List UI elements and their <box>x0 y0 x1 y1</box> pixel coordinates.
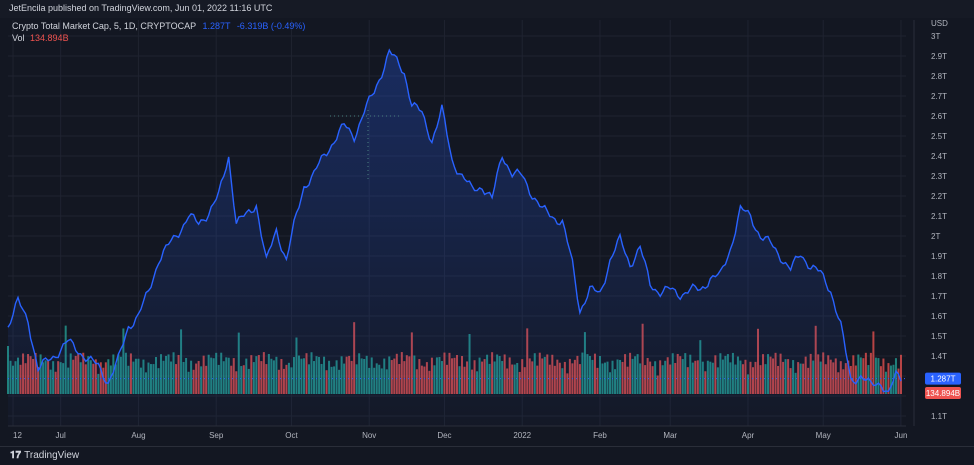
y-tick-label: 1.5T <box>931 332 947 341</box>
x-tick-label: Feb <box>593 431 607 440</box>
y-axis-currency: USD <box>931 19 948 28</box>
y-tick-label: 2.9T <box>931 52 947 61</box>
x-tick-label: Mar <box>663 431 677 440</box>
published-info: JetEncila published on TradingView.com, … <box>9 3 273 13</box>
top-bar: JetEncila published on TradingView.com, … <box>0 0 974 18</box>
volume-bar <box>107 359 110 394</box>
legend-price: 1.287T <box>202 21 231 31</box>
y-tick-label: 1.9T <box>931 252 947 261</box>
volume-value: 134.894B <box>30 33 69 43</box>
x-axis: 12 Jul Aug Sep Oct Nov Dec 2022 Feb Mar Apr May Jun <box>8 425 908 440</box>
y-tick-label: 2.2T <box>931 192 947 201</box>
y-tick-label: 1.4T <box>931 352 947 361</box>
x-tick-label: Nov <box>362 431 376 440</box>
symbol-title: Crypto Total Market Cap, 5, 1D, CRYPTOCA… <box>12 21 196 31</box>
price-line <box>7 48 902 393</box>
x-tick-label: Sep <box>209 431 224 440</box>
y-tick-label: 1.8T <box>931 272 947 281</box>
volume-bar <box>104 362 107 394</box>
x-tick-label: May <box>816 431 831 440</box>
x-tick-label: Apr <box>742 431 755 440</box>
chart-legend: Crypto Total Market Cap, 5, 1D, CRYPTOCA… <box>12 20 305 44</box>
x-tick-label: 12 <box>13 431 22 440</box>
x-tick-label: Aug <box>131 431 145 440</box>
volume-bar <box>882 358 885 394</box>
volume-bar <box>852 355 855 394</box>
x-tick-label: Oct <box>285 431 298 440</box>
y-tick-label: 2T <box>931 232 940 241</box>
bottom-bar <box>0 446 974 465</box>
y-axis: 1.1T1.2T1.3T1.4T1.5T1.6T1.7T1.8T1.9T2T2.… <box>913 19 948 426</box>
y-tick-label: 2.5T <box>931 132 947 141</box>
y-tick-label: 2.1T <box>931 212 947 221</box>
volume-bar <box>879 366 882 394</box>
crosshair <box>8 110 906 380</box>
x-tick-label: Dec <box>437 431 451 440</box>
volume-bar <box>874 357 877 394</box>
y-tick-label: 2.6T <box>931 112 947 121</box>
x-tick-label: Jul <box>56 431 66 440</box>
volume-bar <box>872 331 875 394</box>
tradingview-logo-icon: 𝟏𝟕 <box>10 450 22 461</box>
volume-bar <box>889 365 892 394</box>
volume-bar <box>869 352 872 394</box>
volume-bar <box>877 358 880 394</box>
y-tick-label: 2.4T <box>931 152 947 161</box>
price-badges: 1.287T 134.894B <box>925 372 961 399</box>
price-area-fill <box>8 50 901 426</box>
last-vol-badge <box>925 387 961 399</box>
y-tick-label: 1.7T <box>931 292 947 301</box>
volume-bar <box>862 358 865 394</box>
last-price-badge-text: 1.287T <box>931 375 956 384</box>
legend-change: -6.319B (-0.49%) <box>236 21 306 31</box>
y-tick-label: 2.7T <box>931 92 947 101</box>
tradingview-logo[interactable]: 𝟏𝟕 TradingView <box>10 450 79 461</box>
y-tick-label: 2.8T <box>931 72 947 81</box>
y-tick-label: 3T <box>931 32 940 41</box>
price-area <box>7 48 902 426</box>
y-tick-label: 1.1T <box>931 412 947 421</box>
last-price-badge <box>925 372 961 385</box>
y-tick-label: 1.6T <box>931 312 947 321</box>
volume-bar <box>864 352 867 394</box>
volume-bar <box>857 354 860 394</box>
last-vol-badge-text: 134.894B <box>926 389 960 398</box>
x-tick-label: 2022 <box>513 431 531 440</box>
volume-bar <box>854 365 857 394</box>
volume-bar <box>884 371 887 394</box>
volume-label: Vol <box>12 33 25 43</box>
y-tick-label: 2.3T <box>931 172 947 181</box>
volume-bar <box>899 354 902 394</box>
x-tick-label: Jun <box>895 431 908 440</box>
brand-name: TradingView <box>24 450 80 461</box>
